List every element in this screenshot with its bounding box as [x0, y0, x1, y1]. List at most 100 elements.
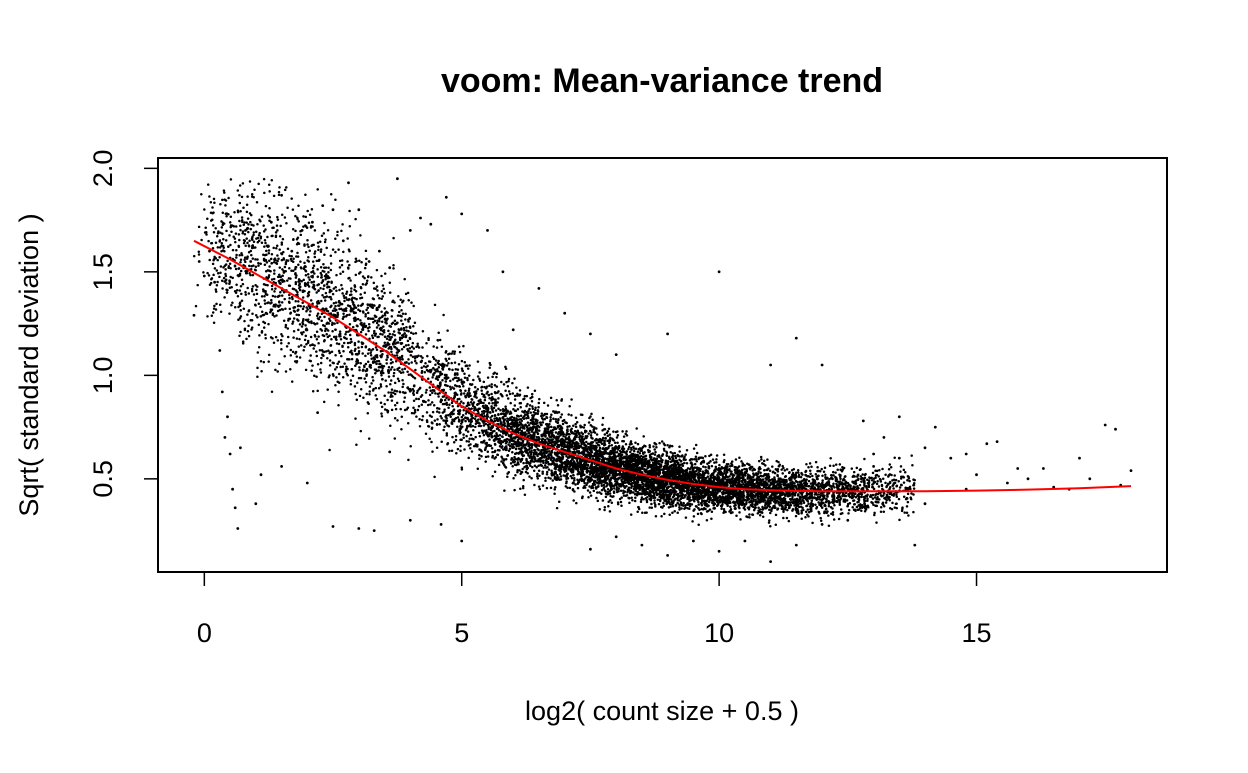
data-point — [825, 498, 828, 501]
data-point — [507, 377, 511, 381]
data-point — [348, 250, 351, 253]
data-point — [695, 451, 699, 455]
data-point — [371, 379, 375, 382]
data-point — [660, 440, 664, 443]
data-point — [229, 267, 232, 270]
data-point — [401, 371, 405, 374]
data-point — [413, 408, 417, 412]
data-point — [274, 287, 277, 290]
data-point — [380, 315, 384, 319]
data-point — [899, 483, 903, 487]
data-point — [336, 230, 339, 234]
data-point — [234, 225, 238, 228]
data-point — [712, 501, 716, 505]
data-point — [449, 379, 452, 383]
data-point — [235, 289, 239, 292]
data-point — [334, 250, 337, 254]
data-point — [243, 258, 246, 262]
data-point — [290, 269, 293, 273]
data-point — [673, 510, 676, 513]
data-point — [713, 461, 716, 464]
data-point — [466, 401, 470, 405]
data-point — [248, 180, 252, 183]
data-point — [246, 329, 250, 333]
data-point — [270, 284, 274, 288]
data-point — [818, 498, 821, 501]
data-point — [829, 473, 833, 477]
data-point — [456, 368, 460, 371]
data-point — [384, 345, 387, 348]
data-point — [767, 497, 770, 500]
data-point — [502, 383, 506, 386]
data-point — [511, 465, 514, 468]
data-point — [318, 240, 322, 244]
data-point — [909, 487, 912, 491]
data-point — [311, 364, 314, 367]
data-point — [274, 231, 278, 234]
data-point — [474, 425, 477, 429]
data-point — [231, 301, 234, 304]
data-point — [296, 251, 299, 255]
data-point — [526, 386, 530, 389]
data-point — [393, 381, 397, 385]
data-point — [336, 234, 339, 237]
data-point — [567, 432, 570, 436]
data-point — [276, 229, 279, 232]
data-point — [673, 493, 676, 496]
data-point — [341, 223, 344, 226]
data-point — [246, 313, 249, 316]
data-point — [425, 419, 429, 422]
data-point — [231, 248, 235, 252]
data-point — [413, 410, 417, 414]
data-point — [402, 400, 406, 404]
data-point — [486, 455, 490, 458]
data-point — [327, 271, 330, 274]
data-point — [648, 506, 651, 509]
data-point — [467, 374, 471, 377]
data-point — [203, 208, 206, 211]
data-point — [897, 480, 900, 483]
data-point — [628, 501, 631, 505]
data-point — [606, 487, 610, 491]
data-point — [513, 460, 517, 463]
data-point — [309, 335, 313, 339]
data-point — [504, 389, 507, 393]
data-point — [549, 486, 553, 490]
data-point — [332, 335, 336, 339]
data-point — [325, 350, 328, 353]
data-point — [232, 235, 235, 239]
data-point — [320, 312, 324, 315]
data-point — [286, 247, 290, 251]
data-point — [716, 500, 719, 504]
data-point — [298, 288, 302, 292]
data-point — [361, 283, 365, 286]
data-point — [390, 399, 394, 402]
data-point — [420, 418, 424, 422]
data-point — [412, 406, 415, 409]
data-point — [342, 350, 345, 353]
data-point — [525, 404, 528, 408]
data-point — [213, 267, 217, 270]
data-point — [311, 389, 315, 393]
data-point — [270, 262, 273, 265]
data-point — [558, 424, 562, 428]
data-point — [654, 442, 657, 446]
data-point — [379, 332, 382, 336]
data-point — [899, 477, 903, 480]
data-point — [452, 441, 456, 444]
data-point — [637, 487, 641, 490]
data-point — [683, 455, 686, 458]
data-point — [354, 217, 357, 221]
data-point — [376, 289, 379, 292]
data-point — [434, 363, 437, 366]
data-point — [530, 430, 534, 433]
data-point — [882, 494, 885, 497]
data-point — [527, 424, 531, 427]
data-point — [404, 312, 407, 316]
data-point — [462, 344, 465, 348]
data-point — [234, 267, 238, 271]
data-point — [478, 457, 481, 460]
data-point — [512, 477, 515, 480]
data-point — [284, 325, 287, 329]
data-point — [561, 419, 565, 423]
